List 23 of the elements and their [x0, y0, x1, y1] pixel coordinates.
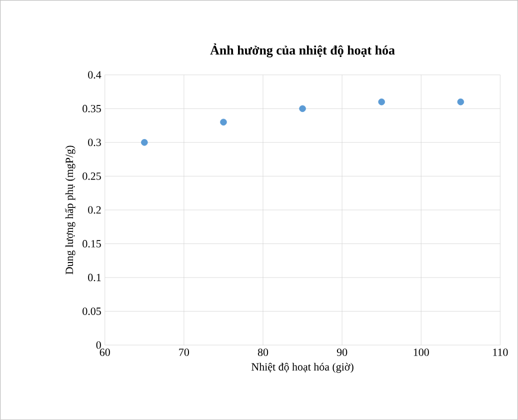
x-tick-label: 60: [100, 348, 110, 356]
x-tick-label: 80: [258, 348, 268, 356]
y-tick-label: 0.1: [88, 274, 101, 282]
point: [220, 118, 227, 126]
y-tick-label: 0.2: [88, 206, 101, 214]
x-tick-label: 100: [414, 348, 429, 356]
y-tick-label: 0.35: [82, 104, 101, 112]
y-tick-label: 0: [96, 341, 101, 349]
y-tick-label: 0.4: [88, 71, 102, 79]
x-axis-title: Nhiệt độ hoạt hóa (giờ): [252, 362, 354, 373]
y-tick-label: 0.05: [82, 308, 101, 316]
x-tick-label: 70: [179, 348, 190, 356]
chart-title: Ảnh hưởng của nhiệt độ hoạt hóa: [210, 43, 395, 58]
point: [141, 139, 148, 146]
y-axis-title: Dung lượng hấp phụ (mgP/g): [65, 146, 76, 274]
point: [378, 98, 385, 106]
y-tick-label: 0.15: [82, 240, 101, 248]
point: [299, 105, 306, 112]
x-tick-label: 90: [336, 348, 348, 356]
y-tick-label: 0.3: [88, 138, 101, 146]
x-tick-label: 110: [493, 348, 508, 356]
point: [457, 98, 464, 106]
y-tick-label: 0.25: [82, 172, 101, 180]
